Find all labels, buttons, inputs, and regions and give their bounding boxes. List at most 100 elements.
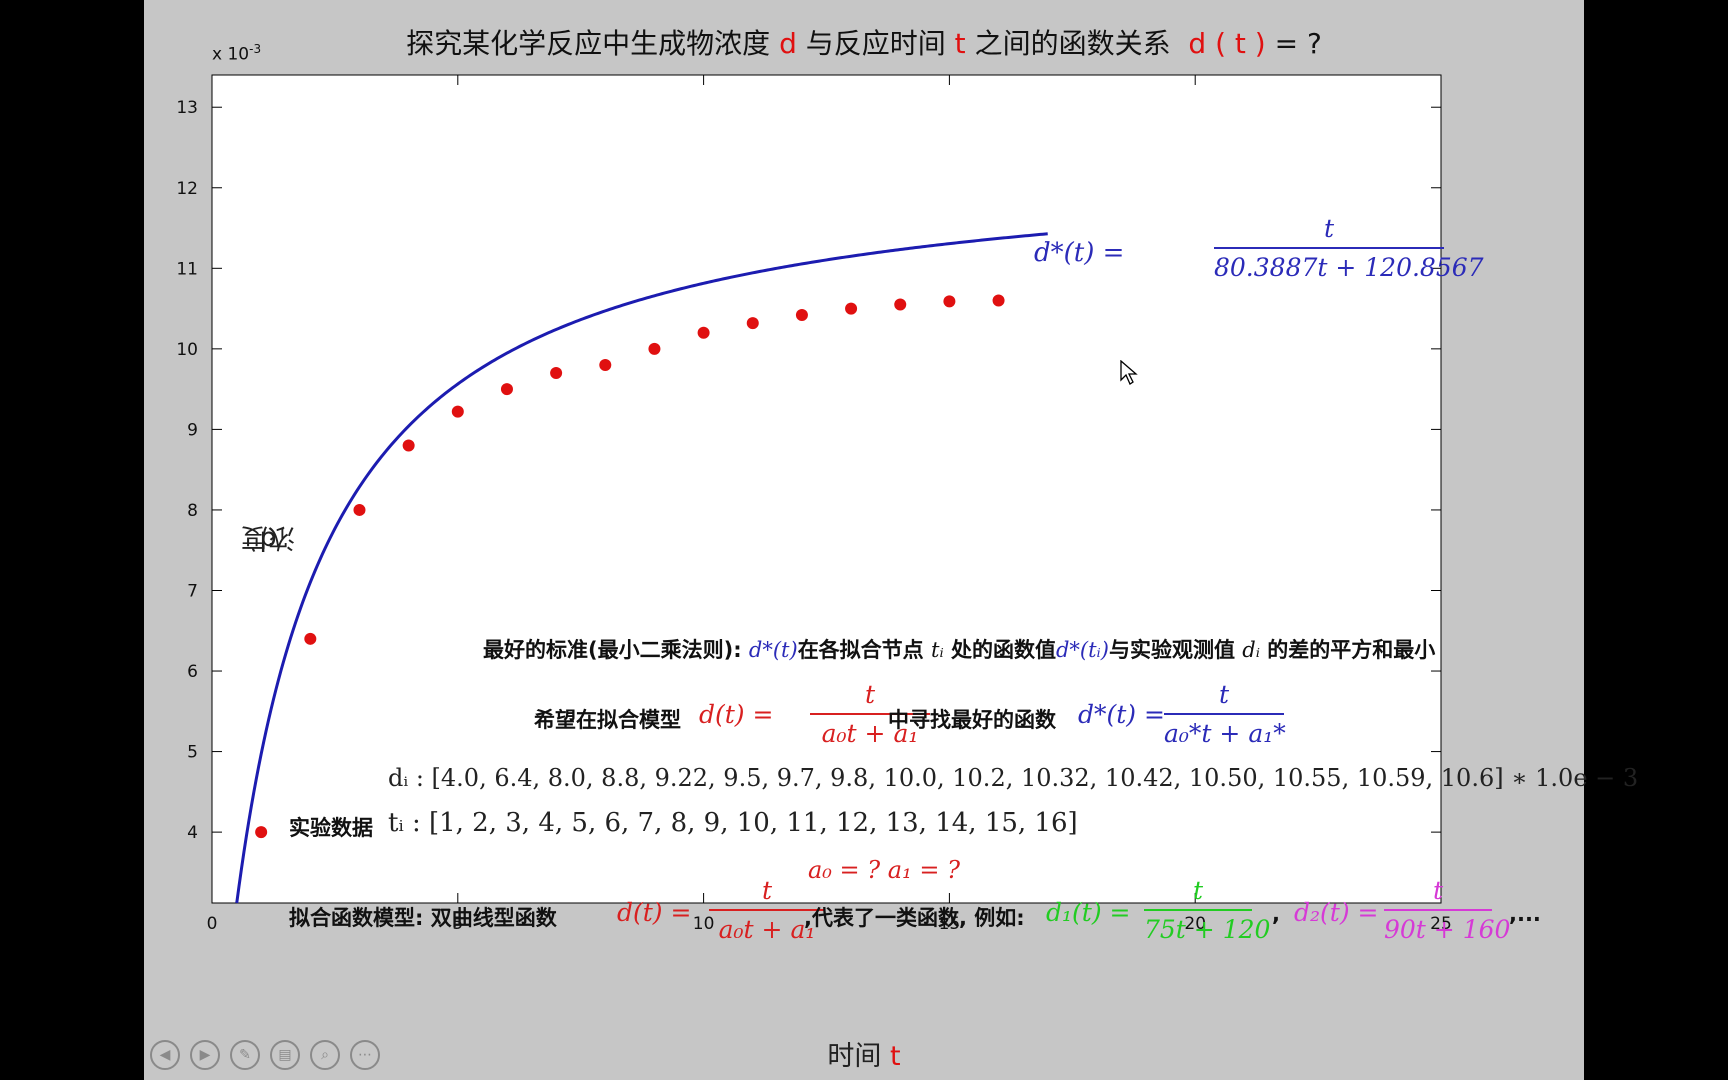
previous-slide-button[interactable]: ◀ — [150, 1040, 180, 1070]
hope-mid: 中寻找最好的函数 — [888, 708, 1056, 732]
data-point — [550, 367, 563, 380]
data-point — [402, 439, 415, 452]
model-prefix: 拟合函数模型: 双曲线型函数 — [289, 906, 557, 930]
y-tick-label: 10 — [176, 340, 198, 360]
mouse-cursor-icon — [1120, 360, 1138, 385]
next-icon: ▶ — [199, 1047, 211, 1063]
plot-background — [211, 74, 1442, 904]
pen-tool-button[interactable]: ✎ — [230, 1040, 260, 1070]
next-slide-button[interactable]: ▶ — [190, 1040, 220, 1070]
y-tick-label: 7 — [187, 581, 198, 601]
y-axis-label-var: d — [259, 524, 277, 556]
title-part3: 之间的函数关系 — [974, 27, 1171, 60]
title-tail: = ? — [1274, 27, 1322, 60]
hope-best-lhs: d*(t) = — [1078, 700, 1165, 729]
model-mid: ,代表了一类函数, 例如: — [804, 906, 1025, 930]
hope-best-den: a₀*t + a₁* — [1164, 713, 1286, 748]
hope-model-num: t — [864, 680, 876, 709]
zoom-icon: ⌕ — [321, 1047, 329, 1063]
more-icon: ⋯ — [358, 1047, 372, 1063]
data-point — [304, 632, 317, 645]
slide: 探究某化学反应中生成物浓度 d 与反应时间 t 之间的函数关系 d ( t ) … — [144, 0, 1638, 1080]
unknowns-label: a₀ = ? a₁ = ? — [808, 856, 960, 884]
y-tick-label: 11 — [176, 259, 198, 279]
model-fraction: t a₀t + a₁ — [709, 876, 825, 944]
y-tick-label: 8 — [187, 501, 198, 521]
presentation-toolbar: ◀ ▶ ✎ ▤ ⌕ ⋯ — [150, 1040, 380, 1070]
slides-icon: ▤ — [278, 1047, 292, 1063]
criterion-mid3: 与实验观测值 — [1108, 638, 1235, 662]
data-point — [943, 295, 956, 308]
hope-model-den: a₀t + a₁ — [810, 713, 930, 748]
title-part2: 与反应时间 — [805, 27, 946, 60]
example-separator: , — [1272, 902, 1280, 926]
hope-best-num: t — [1218, 680, 1230, 709]
data-point — [992, 294, 1005, 307]
criterion-prefix: 最好的标准(最小二乘法则): — [483, 638, 742, 662]
model-lhs: d(t) = — [617, 898, 692, 927]
example1-lhs: d₁(t) = — [1046, 898, 1131, 927]
x-tick-label: 25 — [1430, 914, 1452, 934]
example1-fraction: t 75t + 120 — [1144, 876, 1270, 944]
criterion-line: 最好的标准(最小二乘法则): d*(t)在各拟合节点 tᵢ 处的函数值d*(tᵢ… — [483, 634, 1435, 664]
exp-data-label: 实验数据 — [289, 816, 373, 840]
data-point — [795, 309, 808, 322]
criterion-d-star-ti: d*(tᵢ) — [1055, 638, 1109, 662]
fit-label-lhs: d*(t) = — [1034, 238, 1125, 268]
y-exponent-power: -3 — [249, 42, 262, 56]
hope-model-lhs: d(t) = — [699, 700, 774, 729]
x-axis-label: 时间 t — [144, 1034, 1584, 1073]
y-exponent-base: x 10 — [212, 44, 250, 65]
data-point — [255, 826, 268, 839]
y-tick-label: 4 — [187, 823, 198, 843]
criterion-mid1: 在各拟合节点 — [797, 638, 924, 662]
previous-icon: ◀ — [159, 1047, 171, 1063]
example2-den: 90t + 160 — [1384, 909, 1510, 944]
example2-fraction: t 90t + 160 — [1384, 876, 1510, 944]
data-point — [746, 317, 759, 330]
plot-area: 0 5 10 15 20 25 4 5 6 7 8 9 10 11 12 13 — [176, 74, 1452, 934]
hope-model-fraction: t a₀t + a₁ — [810, 680, 930, 748]
title-part1: 探究某化学反应中生成物浓度 — [406, 27, 771, 60]
example1-den: 75t + 120 — [1144, 909, 1270, 944]
y-tick-label: 12 — [176, 179, 198, 199]
x-tick-label: 20 — [1184, 914, 1206, 934]
more-options-button[interactable]: ⋯ — [350, 1040, 380, 1070]
zoom-button[interactable]: ⌕ — [310, 1040, 340, 1070]
x-tick-label: 15 — [939, 914, 961, 934]
title-func: d ( t ) — [1188, 27, 1266, 60]
data-point — [353, 503, 366, 516]
example1-num: t — [1192, 876, 1204, 905]
ti-data-line: tᵢ : [1, 2, 3, 4, 5, 6, 7, 8, 9, 10, 11,… — [388, 808, 1078, 838]
fitted-curve — [235, 232, 1048, 904]
title-var-d: d — [779, 27, 797, 60]
criterion-mid2: 处的函数值 — [950, 638, 1056, 662]
examples-ellipsis: ,... — [1509, 902, 1541, 926]
criterion-suffix: 的差的平方和最小 — [1267, 638, 1436, 662]
x-axis-label-var: t — [890, 1041, 901, 1072]
title-var-t: t — [954, 27, 966, 60]
hope-prefix: 希望在拟合模型 — [534, 708, 681, 732]
data-point — [894, 298, 907, 311]
chart-title: 探究某化学反应中生成物浓度 d 与反应时间 t 之间的函数关系 d ( t ) … — [144, 22, 1584, 62]
data-point — [599, 358, 612, 371]
hope-best-fraction: t a₀*t + a₁* — [1164, 680, 1286, 748]
y-tick-label: 13 — [176, 98, 198, 118]
all-slides-button[interactable]: ▤ — [270, 1040, 300, 1070]
x-axis-label-text: 时间 — [827, 1041, 882, 1072]
di-data-line: dᵢ : [4.0, 6.4, 8.0, 8.8, 9.22, 9.5, 9.7… — [388, 764, 1639, 792]
y-tick-label: 5 — [187, 743, 198, 763]
y-tick-label: 6 — [187, 662, 198, 682]
x-tick-label: 5 — [452, 914, 463, 934]
criterion-d-star-t: d*(t) — [748, 638, 798, 662]
model-den: a₀t + a₁ — [709, 909, 825, 944]
example2-lhs: d₂(t) = — [1294, 898, 1379, 927]
criterion-ti: tᵢ — [931, 638, 944, 662]
criterion-di: dᵢ — [1242, 638, 1260, 662]
x-tick-label: 0 — [207, 914, 218, 934]
y-tick-label: 9 — [187, 420, 198, 440]
fit-label-numerator: t — [1323, 214, 1335, 243]
model-num: t — [761, 876, 773, 905]
pen-icon: ✎ — [239, 1047, 251, 1063]
data-point — [451, 405, 464, 418]
